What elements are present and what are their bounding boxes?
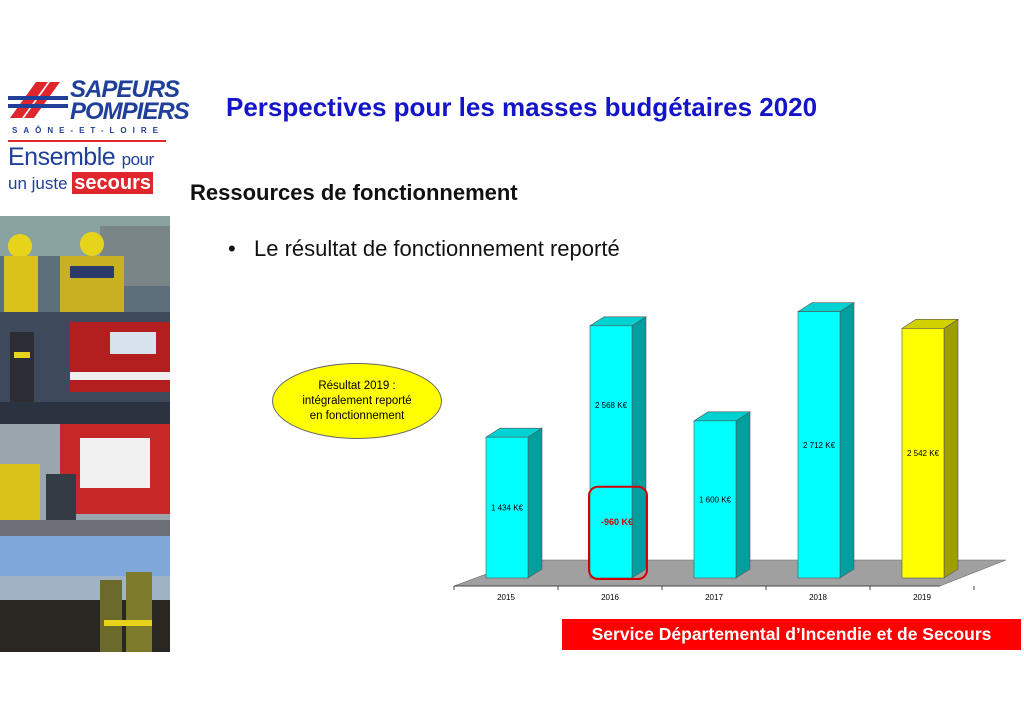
section-subtitle: Ressources de fonctionnement: [190, 180, 518, 205]
page-title: Perspectives pour les masses budgétaires…: [226, 92, 818, 122]
callout-text: Résultat 2019 : intégralement reporté en…: [302, 379, 412, 422]
brand-line-1: SAPEURS: [70, 76, 180, 103]
brand-region: SAÔNE-ET-LOIRE: [11, 126, 164, 135]
tick-label-2019: 2019: [913, 593, 931, 602]
bar-2018: [797, 311, 841, 579]
bar-side-2015: [527, 427, 543, 579]
sidebar: SAPEURS POMPIERS SAÔNE-ET-LOIRE Ensemble…: [0, 76, 190, 652]
bar-side-2016: [631, 316, 647, 579]
data-label-2018: 2 712 K€: [803, 441, 836, 450]
tick-label-2015: 2015: [497, 593, 515, 602]
data-label-2019: 2 542 K€: [907, 449, 940, 458]
photo-rescue-crash: [0, 216, 170, 312]
tagline-word-2: pour: [121, 150, 155, 169]
flame-stripes-icon: [8, 82, 68, 118]
sdis-logo: SAPEURS POMPIERS SAÔNE-ET-LOIRE Ensemble…: [4, 76, 190, 208]
data-label-2016: 2 568 K€: [595, 401, 628, 410]
bullet-text: Le résultat de fonctionnement reporté: [254, 236, 620, 261]
bar-2015: [485, 436, 529, 579]
tagline-word-4: secours: [72, 172, 153, 194]
tick-label-2017: 2017: [705, 593, 723, 602]
photo-fire-truck: [0, 312, 170, 424]
bar-2016: [589, 325, 633, 579]
annotation-box: [588, 485, 648, 580]
logo-divider: [8, 140, 166, 142]
data-label-2015: 1 434 K€: [491, 504, 524, 513]
callout-ellipse: Résultat 2019 : intégralement reporté en…: [272, 363, 442, 439]
data-label-2017: 1 600 K€: [699, 495, 732, 504]
tick-label-2016: 2016: [601, 593, 619, 602]
tick-label-2018: 2018: [809, 593, 827, 602]
bar-2019: [901, 328, 945, 579]
tagline-line-2: un juste secours: [8, 172, 153, 195]
bullet-icon: •: [228, 236, 236, 261]
photo-ambulance: [0, 424, 170, 536]
photo-wildfire: [0, 536, 170, 652]
footer-banner: Service Départemental d’Incendie et de S…: [562, 619, 1021, 650]
brand-line-2: POMPIERS: [70, 98, 190, 125]
tagline-word-1: Ensemble: [8, 143, 116, 171]
tagline-word-3: un juste: [8, 174, 68, 193]
bar-side-2017: [735, 411, 751, 579]
bar-side-2018: [839, 302, 855, 579]
bar-side-2019: [943, 318, 959, 579]
annotation-label: -960 K€: [601, 517, 633, 527]
tagline-line-1: Ensemble pour: [8, 144, 154, 173]
bar-chart: 1 434 K€ 2015 2 568 K€ 2016 -960 K€ 1 600 K€ 2…: [453, 302, 1007, 602]
bar-2017: [693, 420, 737, 579]
bullet-item: • Le résultat de fonctionnement reporté: [228, 236, 620, 262]
